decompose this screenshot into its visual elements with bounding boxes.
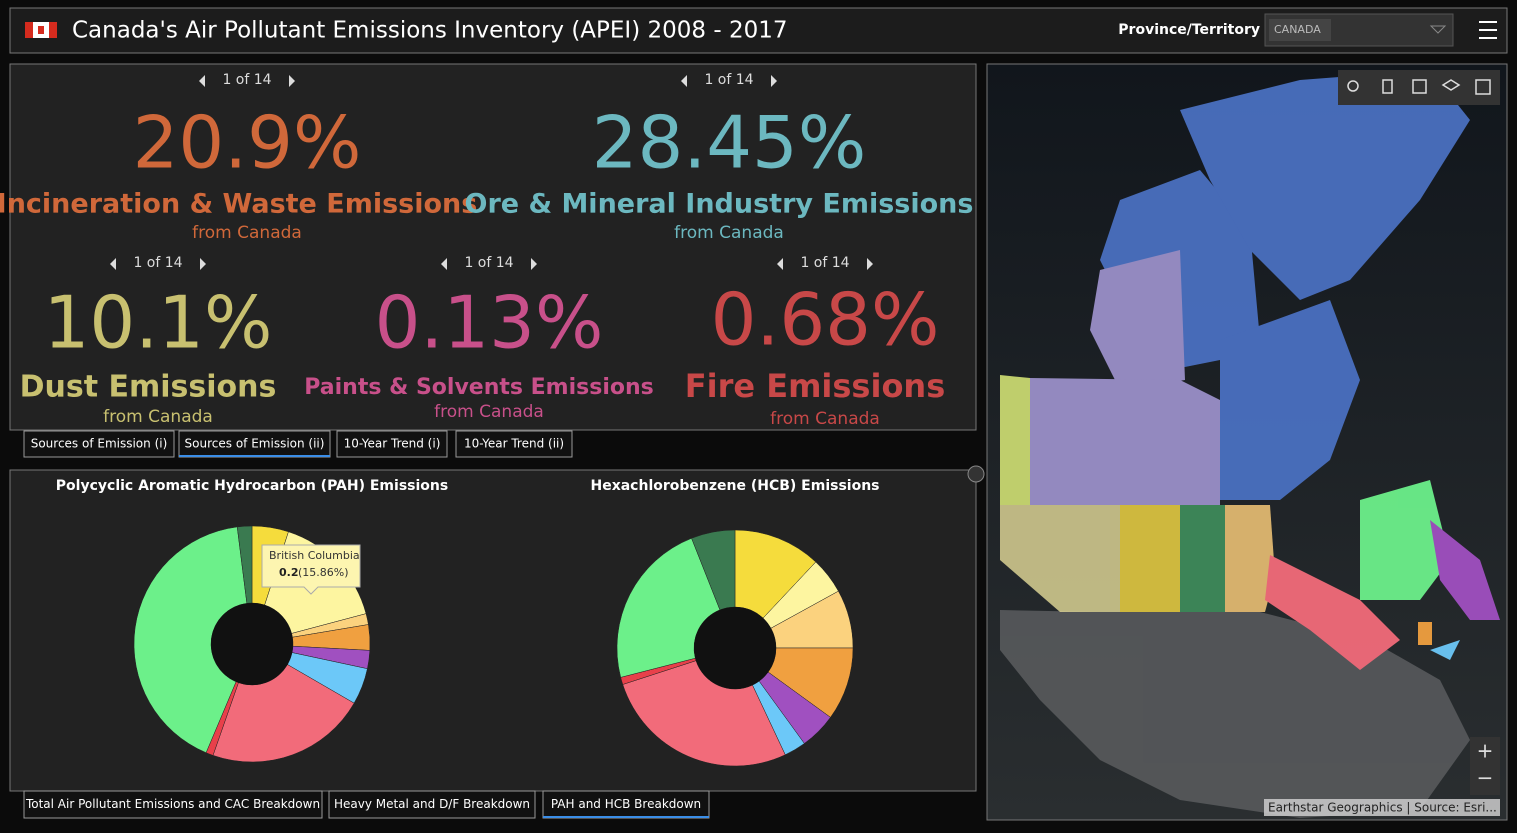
donut-hole — [211, 603, 293, 685]
indicators: 1 of 14 20.9% Incineration & Waste Emissio… — [0, 72, 973, 429]
top-tabs: Sources of Emission (i) Sources of Emissi… — [23, 430, 573, 458]
chart-title: Hexachlorobenzene (HCB) Emissions — [590, 478, 879, 494]
chart-title: Polycyclic Aromatic Hydrocarbon (PAH) Em… — [56, 478, 448, 494]
indicator-value: 10.1% — [44, 281, 273, 365]
pager-prev[interactable] — [777, 258, 783, 270]
tab-label[interactable]: 10-Year Trend (i) — [344, 437, 441, 451]
pager-text: 1 of 14 — [222, 72, 271, 88]
tab[interactable] — [542, 790, 710, 819]
tab-label[interactable]: Sources of Emission (i) — [31, 437, 168, 451]
indicator-value: 20.9% — [133, 101, 362, 185]
search-button[interactable] — [1347, 80, 1359, 92]
tab-label[interactable]: Heavy Metal and D/F Breakdown — [334, 797, 530, 811]
tab[interactable] — [23, 790, 323, 819]
tab[interactable] — [23, 430, 175, 458]
pager-text: 1 of 14 — [800, 255, 849, 271]
map-land — [1000, 70, 1500, 818]
indicator-value: 0.13% — [375, 281, 604, 365]
indicator-label: Incineration & Waste Emissions — [0, 189, 477, 220]
pager-prev[interactable] — [199, 75, 205, 87]
filter-chip — [1269, 19, 1331, 41]
tooltip-title: British Columbia — [269, 549, 360, 562]
donut-hole — [694, 607, 776, 689]
pager-next[interactable] — [867, 258, 873, 270]
pager-text: 1 of 14 — [704, 72, 753, 88]
indicator-sublabel: from Canada — [434, 402, 544, 422]
tab-label[interactable]: Sources of Emission (ii) — [185, 437, 325, 451]
header-bar — [9, 7, 1508, 54]
flag-band — [25, 22, 33, 38]
tab-label[interactable]: Total Air Pollutant Emissions and CAC Br… — [25, 797, 320, 811]
tab[interactable] — [455, 430, 573, 458]
indicator-label: Fire Emissions — [685, 367, 946, 405]
zoom-out[interactable]: − — [1477, 766, 1494, 790]
pager-text: 1 of 14 — [464, 255, 513, 271]
charts: Polycyclic Aromatic Hydrocarbon (PAH) Em… — [56, 478, 880, 767]
flag-band — [49, 22, 57, 38]
filter-value: CANADA — [1274, 23, 1321, 36]
tab[interactable] — [328, 790, 536, 819]
pager-next[interactable] — [200, 258, 206, 270]
tooltip-percent: (15.86%) — [298, 566, 349, 579]
tooltip — [261, 544, 361, 595]
pager-next[interactable] — [771, 75, 777, 87]
tab-label[interactable]: 10-Year Trend (ii) — [464, 437, 564, 451]
pager-prev[interactable] — [441, 258, 447, 270]
pager-prev[interactable] — [681, 75, 687, 87]
header-title: Canada's Air Pollutant Emissions Invento… — [72, 18, 787, 44]
layers-button[interactable] — [1441, 79, 1461, 91]
zoom-in[interactable]: + — [1477, 739, 1494, 763]
tab[interactable] — [178, 430, 331, 458]
indicator-label: Paints & Solvents Emissions — [304, 375, 654, 400]
pager-next[interactable] — [289, 75, 295, 87]
indicator-sublabel: from Canada — [770, 409, 880, 429]
indicator-sublabel: from Canada — [192, 223, 302, 243]
menu-button[interactable] — [1479, 21, 1497, 39]
indicator-value: 0.68% — [711, 278, 940, 362]
expand-button[interactable] — [967, 465, 985, 483]
basemap-button[interactable] — [1475, 79, 1491, 95]
pager-next[interactable] — [531, 258, 537, 270]
bookmark-button[interactable] — [1382, 79, 1393, 94]
indicator-panel — [9, 63, 977, 431]
tab-label[interactable]: PAH and HCB Breakdown — [551, 797, 701, 811]
pie-slice[interactable] — [212, 664, 355, 763]
filter-label: Province/Territory — [1118, 22, 1260, 38]
indicator-sublabel: from Canada — [674, 223, 784, 243]
dropdown-arrow — [1429, 25, 1447, 34]
attribution-bg — [1264, 799, 1500, 816]
map-toolbar — [1338, 70, 1500, 105]
zoom-control — [1470, 737, 1500, 795]
map-attribution: Earthstar Geographics | Source: Esri... — [1268, 801, 1497, 815]
indicator-label: Ore & Mineral Industry Emissions — [465, 189, 974, 220]
tab[interactable] — [336, 430, 448, 458]
indicator-label: Dust Emissions — [20, 370, 277, 405]
flag-leaf — [38, 26, 44, 34]
bottom-tabs: Total Air Pollutant Emissions and CAC Br… — [23, 790, 710, 819]
legend-button[interactable] — [1412, 79, 1427, 94]
pager-prev[interactable] — [110, 258, 116, 270]
indicator-value: 28.45% — [592, 101, 867, 185]
indicator-sublabel: from Canada — [103, 407, 213, 427]
tooltip-value: 0.2 — [279, 566, 299, 579]
pager-text: 1 of 14 — [133, 255, 182, 271]
